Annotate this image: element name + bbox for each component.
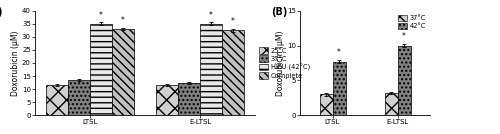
Text: *: * (121, 16, 125, 25)
Bar (398, 46, 410, 115)
Bar (222, 30, 244, 115)
Bar (200, 24, 222, 115)
Text: *: * (209, 11, 213, 20)
Bar (384, 93, 398, 115)
Text: (A): (A) (0, 7, 3, 16)
Bar (68, 80, 90, 115)
Bar (90, 24, 112, 115)
Text: *: * (337, 48, 341, 57)
Bar (156, 85, 178, 115)
Text: *: * (402, 32, 406, 41)
Text: (B): (B) (272, 7, 288, 16)
Text: *: * (99, 11, 103, 20)
Legend: 25°C, 37°C, HIFU (42°C), Complete: 25°C, 37°C, HIFU (42°C), Complete (258, 46, 311, 79)
Bar (178, 83, 200, 115)
Bar (112, 29, 134, 115)
Legend: 37°C, 42°C: 37°C, 42°C (397, 14, 426, 30)
Y-axis label: Doxorubicin (μM): Doxorubicin (μM) (276, 30, 285, 96)
Y-axis label: Doxorubicin (μM): Doxorubicin (μM) (12, 30, 20, 96)
Bar (46, 85, 68, 115)
Bar (320, 94, 332, 115)
Text: *: * (231, 17, 235, 26)
Bar (332, 62, 345, 115)
